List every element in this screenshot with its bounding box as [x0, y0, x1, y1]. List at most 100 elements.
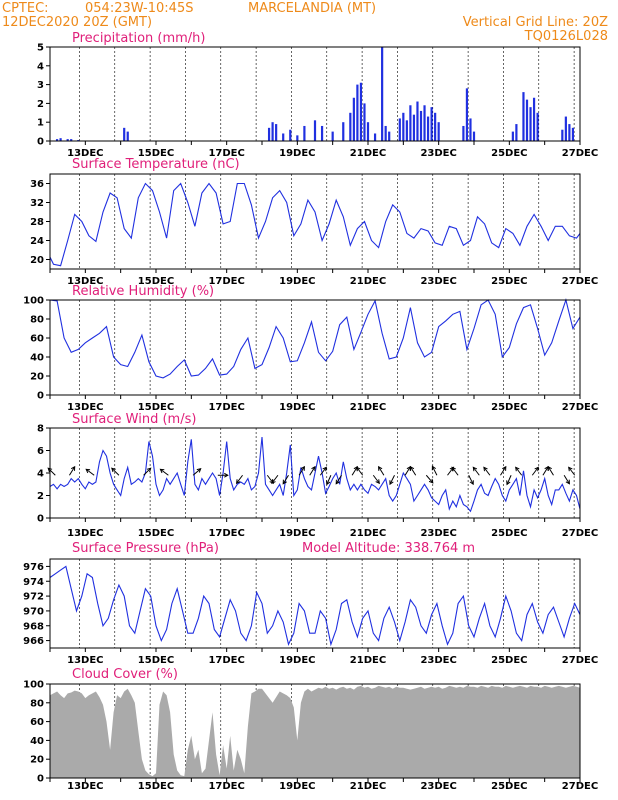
- panel-4-y-tick-label: 2: [37, 491, 44, 502]
- panel-2-x-tick-label: 17DEC: [208, 276, 244, 287]
- panel-4-x-tick-label: 15DEC: [138, 528, 174, 539]
- panel-1-bar: [522, 92, 525, 141]
- panel-3: Relative Humidity (%) 0 20 40 60 80 100 13DEC 15…: [23, 284, 598, 413]
- wind-vector-head: [224, 472, 229, 478]
- wind-vector: [547, 466, 554, 476]
- panel-1-bar: [271, 122, 274, 141]
- panel-3-y-tick-label: 100: [23, 296, 44, 307]
- panel-6-x-tick-label: 23DEC: [420, 781, 456, 792]
- panel-1-bar: [423, 105, 426, 141]
- panel-4-y-tick-label: 8: [37, 424, 44, 435]
- wind-vector-head: [282, 479, 287, 485]
- wind-vector-head: [271, 479, 276, 485]
- wind-vector: [356, 466, 364, 476]
- wind-vector-head: [472, 466, 478, 472]
- panel-2-line: [49, 182, 581, 267]
- header: CPTEC: 054:23W-10:45S MARCELANDIA (MT) 1…: [2, 1, 608, 44]
- panel-1-x-tick-label: 19DEC: [279, 148, 315, 159]
- panel-2: Surface Temperature (nC) 20 24 28 32 36 13DEC 1…: [30, 157, 598, 287]
- panel-1-y-tick-label: 5: [37, 43, 44, 54]
- panel-6-x-tick-label: 21DEC: [350, 781, 386, 792]
- wind-vector: [372, 474, 380, 484]
- panel-3-x-tick-label: 17DEC: [208, 402, 244, 413]
- panel-4-wind-vectors: [47, 465, 576, 486]
- panel-6-y-tick-label: 100: [23, 680, 44, 691]
- header-source: CPTEC:: [2, 1, 49, 16]
- header-code: TQ0126L028: [524, 29, 608, 44]
- panel-5: Surface Pressure (hPa) Model Altitude: 33…: [23, 541, 598, 666]
- panel-6-x-tick-label: 13DEC: [67, 781, 103, 792]
- panel-6-x-tick-label: 19DEC: [279, 781, 315, 792]
- wind-vector: [431, 466, 438, 476]
- panel-1-bar: [409, 105, 412, 141]
- panel-5-y-tick-label: 974: [23, 577, 44, 588]
- panel-1-x-tick-label: 23DEC: [420, 148, 456, 159]
- panel-1-bar: [70, 139, 73, 141]
- panel-5-y-tick-label: 966: [23, 636, 44, 647]
- panel-5-x-tick-label: 21DEC: [350, 655, 386, 666]
- panel-2-y-tick-label: 24: [30, 236, 44, 247]
- panel-1-x-tick-label: 15DEC: [138, 148, 174, 159]
- wind-vector-head: [515, 466, 520, 472]
- panel-4-x-tick-label: 17DEC: [208, 528, 244, 539]
- panel-1-bar: [320, 125, 324, 141]
- panel-2-y-tick-label: 28: [30, 217, 44, 228]
- wind-vector-head: [565, 479, 570, 485]
- wind-vector-head: [375, 479, 380, 485]
- panel-2-x-tick-label: 15DEC: [138, 276, 174, 287]
- wind-vector: [568, 466, 576, 476]
- wind-vector-head: [146, 467, 152, 473]
- wind-vector-head: [534, 466, 539, 472]
- wind-vector: [192, 468, 202, 476]
- panel-1-bar: [349, 112, 352, 141]
- wind-vector-head: [111, 467, 116, 473]
- panel-1-bar: [561, 129, 564, 141]
- panel-1-bar: [359, 82, 363, 141]
- wind-vector-head: [322, 466, 327, 472]
- panel-6-x-tick-label: 27DEC: [562, 781, 598, 792]
- wind-vector-head: [547, 465, 552, 471]
- wind-vector-head: [356, 466, 361, 472]
- wind-vector-head: [428, 478, 434, 484]
- panel-1-bar: [289, 129, 292, 141]
- panel-6-x-tick-label: 15DEC: [138, 781, 174, 792]
- panel-3-x-tick-label: 21DEC: [350, 402, 386, 413]
- wind-vector-head: [300, 465, 305, 471]
- panel-1-y-tick-label: 2: [37, 99, 44, 110]
- panel-1-bar: [402, 112, 405, 141]
- panel-1: Precipitation (mm/h) 0 1 2 3 4 5 13DEC 15DEC 17DE…: [37, 31, 598, 159]
- wind-vector-head: [269, 479, 274, 485]
- wind-vector: [160, 468, 169, 476]
- panel-5-x-tick-label: 23DEC: [420, 655, 456, 666]
- wind-vector-head: [506, 480, 511, 486]
- panel-2-x-tick-label: 27DEC: [562, 276, 598, 287]
- panel-1-bar: [352, 97, 355, 141]
- panel-1-bar: [564, 116, 567, 141]
- panel-1-bar: [430, 107, 433, 141]
- panel-2-title: Surface Temperature (nC): [72, 157, 240, 172]
- panel-1-y-tick-label: 4: [37, 61, 44, 72]
- panel-4-x-tick-label: 25DEC: [491, 528, 527, 539]
- panel-4-y-tick-label: 6: [37, 446, 44, 457]
- panel-1-bar: [469, 118, 472, 141]
- panel-1-bar: [465, 88, 469, 141]
- wind-vector-head: [85, 468, 91, 474]
- panel-1-bar: [381, 47, 384, 141]
- panel-1-bar: [384, 125, 387, 141]
- panel-1-bar: [525, 99, 529, 141]
- panel-3-frame: [49, 299, 581, 396]
- panel-2-x-tick-label: 19DEC: [279, 276, 315, 287]
- panel-4-title: Surface Wind (m/s): [72, 412, 196, 427]
- panel-1-bar: [126, 131, 129, 141]
- panel-1-bar: [363, 103, 366, 141]
- panel-3-y-tick-label: 40: [30, 353, 44, 364]
- panel-1-bar: [529, 107, 532, 141]
- wind-vector: [378, 466, 385, 476]
- panel-1-bar: [398, 118, 401, 141]
- panel-1-bar: [532, 97, 536, 141]
- wind-vector: [236, 474, 243, 484]
- wind-vector-head: [409, 465, 415, 471]
- wind-vector: [500, 466, 507, 476]
- wind-vector: [271, 474, 279, 484]
